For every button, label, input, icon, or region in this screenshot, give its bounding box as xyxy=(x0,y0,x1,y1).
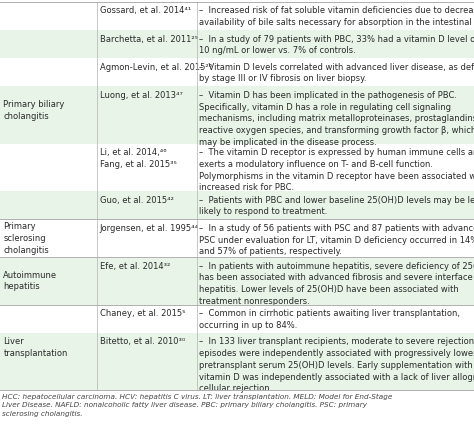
Text: Bitetto, et al. 2010³⁰: Bitetto, et al. 2010³⁰ xyxy=(100,337,185,346)
Text: –  The vitamin D receptor is expressed by human immune cells and
exerts a modula: – The vitamin D receptor is expressed by… xyxy=(199,148,474,193)
Text: Luong, et al. 2013⁴⁷: Luong, et al. 2013⁴⁷ xyxy=(100,91,182,100)
Bar xyxy=(0,191,474,220)
Text: Barchetta, et al. 2011²⁹: Barchetta, et al. 2011²⁹ xyxy=(100,35,198,44)
Text: Jorgensen, et al. 1995⁴⁴: Jorgensen, et al. 1995⁴⁴ xyxy=(100,224,199,233)
Text: Guo, et al. 2015⁴²: Guo, et al. 2015⁴² xyxy=(100,196,173,205)
Text: HCC: hepatocellular carcinoma. HCV: hepatitis C virus. LT: liver transplantation: HCC: hepatocellular carcinoma. HCV: hepa… xyxy=(2,394,393,400)
Text: –  Vitamin D levels correlated with advanced liver disease, as defined
by stage : – Vitamin D levels correlated with advan… xyxy=(199,62,474,83)
Text: –  Vitamin D has been implicated in the pathogenesis of PBC.
Specifically, vitam: – Vitamin D has been implicated in the p… xyxy=(199,91,474,147)
Text: –  In a study of 79 patients with PBC, 33% had a vitamin D level of
10 ng/mL or : – In a study of 79 patients with PBC, 33… xyxy=(199,35,474,55)
Text: Primary biliary
cholangitis: Primary biliary cholangitis xyxy=(3,101,64,121)
Text: Chaney, et al. 2015⁵: Chaney, et al. 2015⁵ xyxy=(100,309,185,318)
Text: –  In a study of 56 patients with PSC and 87 patients with advanced
PSC under ev: – In a study of 56 patients with PSC and… xyxy=(199,224,474,256)
Text: Agmon-Levin, et al. 2015²⁶: Agmon-Levin, et al. 2015²⁶ xyxy=(100,62,211,71)
Text: Autoimmune
hepatitis: Autoimmune hepatitis xyxy=(3,270,57,291)
Bar xyxy=(0,86,474,144)
Bar xyxy=(0,305,474,333)
Text: Primary
sclerosing
cholangitis: Primary sclerosing cholangitis xyxy=(3,222,49,255)
Bar xyxy=(0,144,474,191)
Text: –  In patients with autoimmune hepatitis, severe deficiency of 25(OH)D
has been : – In patients with autoimmune hepatitis,… xyxy=(199,262,474,306)
Bar xyxy=(0,2,474,30)
Text: –  Increased risk of fat soluble vitamin deficiencies due to decreased
availabil: – Increased risk of fat soluble vitamin … xyxy=(199,6,474,27)
Text: Li, et al. 2014,⁴⁶
Fang, et al. 2015³⁵: Li, et al. 2014,⁴⁶ Fang, et al. 2015³⁵ xyxy=(100,148,176,169)
Text: sclerosing cholangitis.: sclerosing cholangitis. xyxy=(2,411,83,417)
Text: Gossard, et al. 2014⁴¹: Gossard, et al. 2014⁴¹ xyxy=(100,6,191,15)
Text: –  Patients with PBC and lower baseline 25(OH)D levels may be less
likely to res: – Patients with PBC and lower baseline 2… xyxy=(199,196,474,217)
Text: –  In 133 liver transplant recipients, moderate to severe rejection
episodes wer: – In 133 liver transplant recipients, mo… xyxy=(199,337,474,393)
Text: Liver
transplantation: Liver transplantation xyxy=(3,337,68,358)
Bar xyxy=(0,30,474,58)
Text: Liver Disease. NAFLD: nonalcoholic fatty liver disease. PBC: primary biliary cho: Liver Disease. NAFLD: nonalcoholic fatty… xyxy=(2,402,367,408)
Text: Efe, et al. 2014³²: Efe, et al. 2014³² xyxy=(100,262,170,270)
Bar xyxy=(0,58,474,86)
Bar xyxy=(0,333,474,390)
Bar xyxy=(0,220,474,257)
Bar xyxy=(0,257,474,305)
Text: –  Common in cirrhotic patients awaiting liver transplantation,
occurring in up : – Common in cirrhotic patients awaiting … xyxy=(199,309,460,330)
